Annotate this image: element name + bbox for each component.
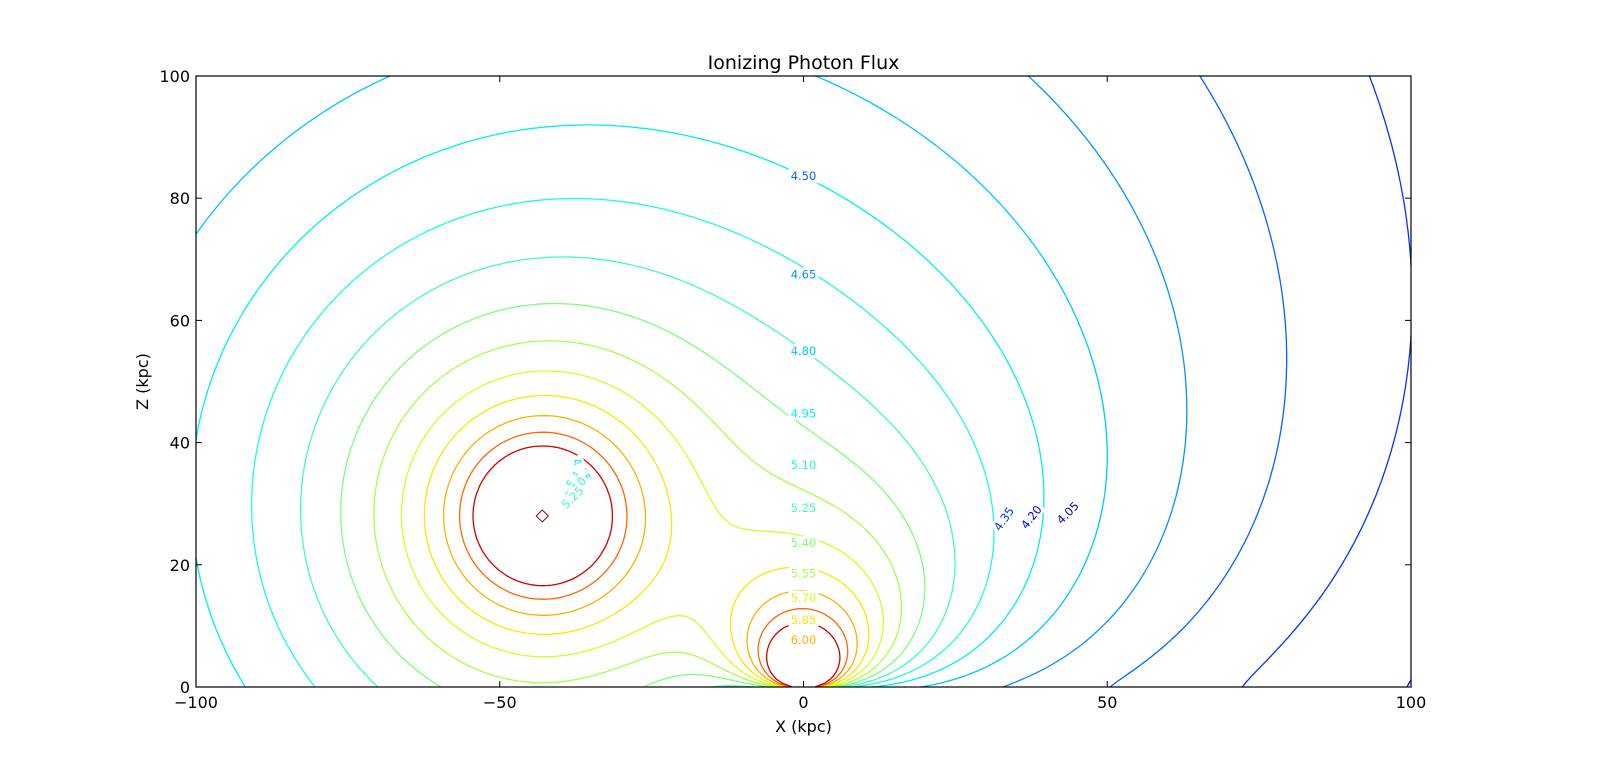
contour-label-group: 5.25: [788, 500, 819, 515]
contour-level-5.55: [373, 340, 903, 688]
contour-label-group: 5.40: [788, 535, 819, 550]
x-tick-label: −50: [483, 693, 517, 712]
contour-level-4.80: [195, 75, 1108, 688]
contour-label-bg: [989, 502, 1019, 536]
x-axis-label: X (kpc): [775, 717, 832, 736]
contour-label: 4.50: [791, 169, 817, 183]
contour-level-4.50: [1109, 75, 1288, 688]
contour-label: 5.55: [791, 566, 817, 580]
x-axis-ticks: −100 −50 0 50 100: [174, 76, 1426, 712]
contour-label-group: 4.05: [1052, 497, 1084, 529]
x-tick-label: 100: [1396, 693, 1427, 712]
contour-label-bg: [557, 482, 589, 514]
contour-label-bg: [788, 632, 819, 647]
x-tick-label: 0: [798, 693, 808, 712]
source-markers: [535, 509, 549, 523]
contour-label-bg: [1052, 497, 1084, 529]
contour-label-group: 5.70: [788, 590, 819, 605]
contour-label: 5.10: [791, 458, 817, 472]
contour-level-5.85: [423, 394, 870, 688]
y-axis-ticks: 0 20 40 60 80 100: [159, 67, 1411, 697]
y-tick-label: 20: [170, 556, 190, 575]
contour-label-group: 5.10: [788, 458, 819, 473]
contour-label-group: 6.00: [788, 632, 819, 647]
y-tick-label: 80: [170, 189, 190, 208]
contour-label-bg: [788, 406, 819, 421]
contour-label-group: 4.95: [788, 406, 819, 421]
x-tick-label: −100: [174, 693, 218, 712]
y-tick-label: 100: [159, 67, 190, 86]
contour-level-4.65: [1002, 75, 1188, 688]
y-tick-label: 60: [170, 311, 190, 330]
contour-level-4.95: [195, 124, 1045, 688]
contour-label-bg: [1016, 501, 1047, 534]
contour-label-group: 4.65: [788, 267, 819, 282]
contour-level-6.15: [458, 431, 849, 688]
contour-label-bg: [788, 500, 819, 515]
contour-label-bg: [788, 343, 819, 358]
contour-label-bg: [788, 612, 819, 627]
contour-level-5.10: [250, 197, 995, 688]
contour-level-5.40: [340, 302, 926, 688]
contour-label: 5.70: [791, 591, 817, 605]
contour-label: 5.85: [791, 613, 817, 627]
y-axis-label: Z (kpc): [133, 353, 152, 410]
y-tick-label: 40: [170, 434, 190, 453]
contour-label: 5.25: [791, 501, 817, 515]
contour-label: 4.65: [791, 268, 817, 282]
contour-level-4.35: [1241, 75, 1412, 688]
contour-label: 5.40: [791, 536, 817, 550]
contour-label-bg: [559, 462, 589, 496]
contour-label: 4.80: [791, 344, 817, 358]
contour-label-bg: [788, 458, 819, 473]
x-tick-label: 50: [1097, 693, 1117, 712]
chart-title: Ionizing Photon Flux: [708, 52, 900, 74]
contour-label-bg: [788, 566, 819, 581]
contour-label-group: 5.85: [788, 612, 819, 627]
contour-label-group: 4.50: [788, 169, 819, 184]
contour-level-5.25: [299, 256, 956, 688]
satellite-source-marker: [535, 509, 549, 523]
contour-label: 6.00: [791, 633, 817, 647]
contour-label-group: 5.55: [788, 566, 819, 581]
contour-label-group: 4.80: [788, 343, 819, 358]
contour-label: 4.95: [791, 406, 817, 420]
contour-label-bg: [788, 590, 819, 605]
contour-label-bg: [788, 267, 819, 282]
contour-label-bg: [788, 535, 819, 550]
contour-level-6.30: [472, 445, 841, 688]
y-tick-label: 0: [180, 678, 190, 697]
contour-labels: 4.50 4.65 4.80 4.95 5.10 5.25 5.40 5.55 5.70 5.85…: [557, 169, 1084, 647]
contour-label-bg: [788, 169, 819, 184]
